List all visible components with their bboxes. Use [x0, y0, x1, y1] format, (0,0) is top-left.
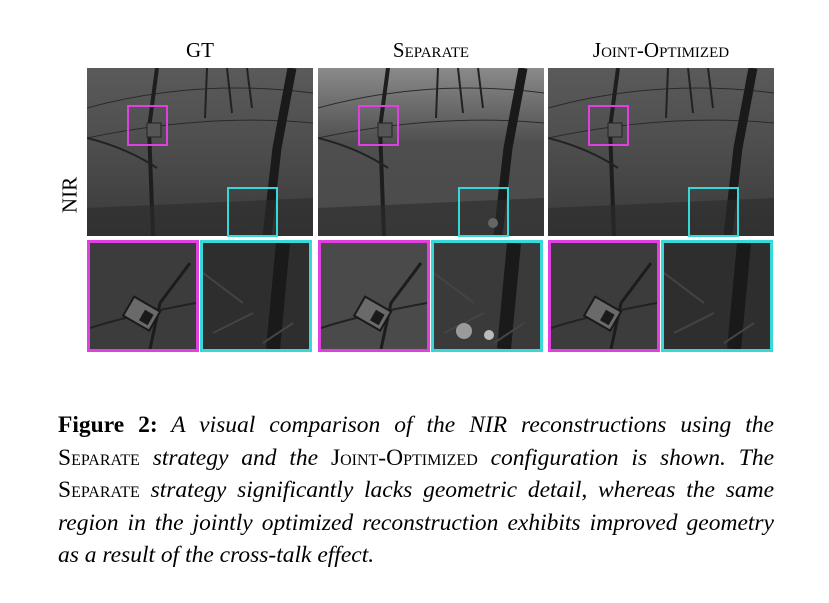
nir-panel-gt [87, 68, 313, 236]
zoom-crop-magenta [318, 240, 430, 352]
zoom-box-cyan [688, 187, 739, 237]
caption-text-1: A visual comparison of the NIR reconstru… [157, 412, 774, 438]
zoom-crop-cyan [661, 240, 773, 352]
zoom-crop-cyan [431, 240, 543, 352]
zoom-crop-magenta [87, 240, 199, 352]
row-label: NIR [57, 176, 82, 214]
figure-caption: Figure 2: A visual comparison of the NIR… [58, 409, 774, 572]
caption-text-3: configuration is shown. The [477, 444, 774, 471]
caption-joint-optimized: Joint-Optimized [330, 444, 478, 471]
caption-label: Figure 2: [58, 412, 158, 438]
caption-text-4: strategy significantly lacks geometric d… [58, 477, 774, 568]
caption-separate-1: Separate [58, 444, 140, 471]
nir-panel-separate [318, 68, 544, 236]
caption-text-2: strategy and the [139, 444, 331, 471]
column-title-separate: Separate [392, 38, 470, 62]
zoom-box-cyan [458, 187, 509, 237]
zoom-box-magenta [588, 105, 629, 146]
column-title-gt: GT [186, 38, 214, 62]
caption-separate-2: Separate [58, 477, 140, 503]
zoom-crop-magenta [548, 240, 660, 352]
zoom-box-magenta [358, 105, 399, 146]
zoom-crop-cyan [200, 240, 312, 352]
column-title-joint-optimized: Joint-Optimized [592, 38, 730, 62]
zoom-box-cyan [227, 187, 278, 237]
zoom-box-magenta [127, 105, 168, 146]
nir-panel-joint-optimized [548, 68, 774, 236]
